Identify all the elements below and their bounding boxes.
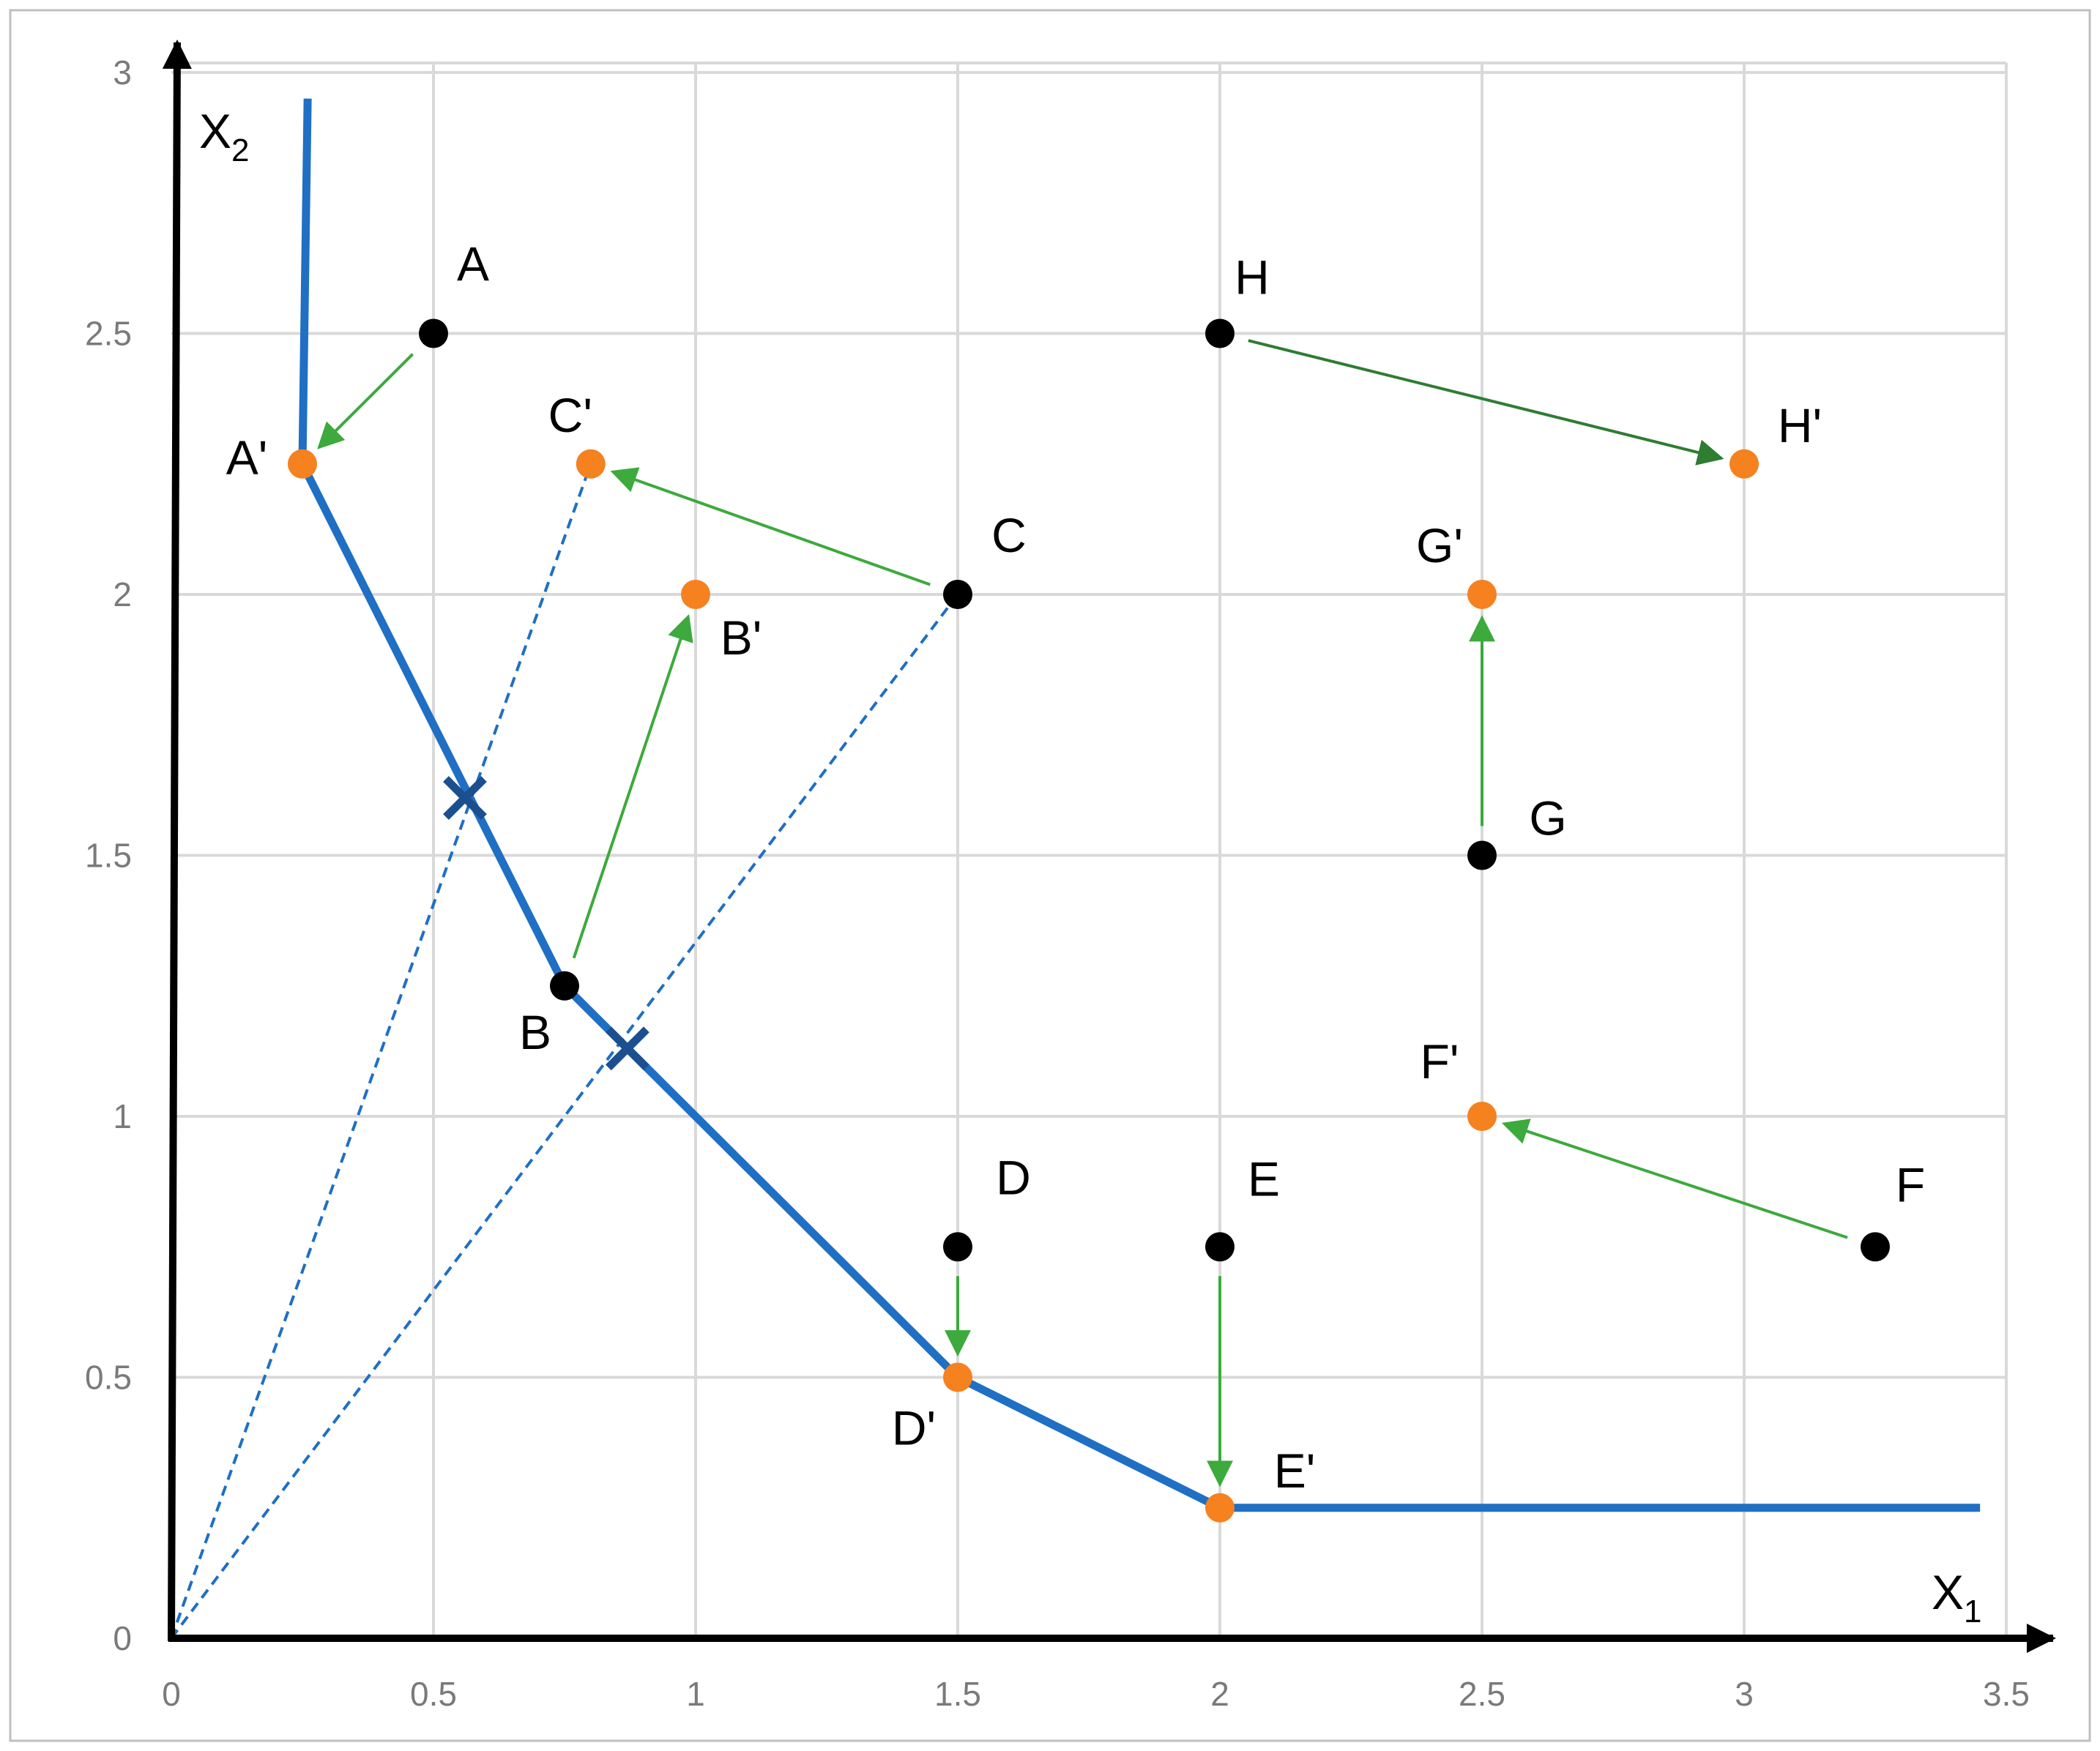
crossing-marker-2 xyxy=(606,1026,649,1071)
y-tick-label: 2.5 xyxy=(85,315,132,353)
point-label-d: D xyxy=(996,1150,1031,1204)
x-tick-label: 2.5 xyxy=(1459,1675,1505,1713)
point-c: C xyxy=(943,508,1027,609)
arrow-a-to-a-prime xyxy=(317,353,414,449)
point-b-prime: B' xyxy=(681,580,762,665)
point-label-b-prime: B' xyxy=(721,611,762,665)
original-point-marker xyxy=(1467,840,1497,870)
arrow-c-to-c-prime xyxy=(610,467,931,586)
point-label-g: G xyxy=(1529,791,1566,845)
tick-labels: 0 0.5 1 1.5 2 2.5 3 3.5 0 0.5 1 1.5 2 2.5 3 xyxy=(85,53,2030,1713)
point-label-h-prime: H' xyxy=(1778,398,1822,452)
point-label-f: F xyxy=(1896,1157,1925,1211)
point-d: D xyxy=(943,1150,1031,1262)
y-tick-label: 1.5 xyxy=(85,837,132,875)
point-b: B xyxy=(519,971,579,1059)
point-g: G xyxy=(1467,791,1567,870)
point-e: E xyxy=(1205,1151,1280,1262)
x-tick-label: 3.5 xyxy=(1983,1675,2030,1713)
point-label-e-prime: E' xyxy=(1274,1444,1316,1498)
y-axis-title: X2 xyxy=(199,104,250,168)
point-c-prime: C' xyxy=(548,388,606,479)
point-d-prime: D' xyxy=(892,1362,972,1455)
projected-point-marker xyxy=(1467,1102,1497,1131)
y-axis-title-sub: 2 xyxy=(231,132,249,168)
x-tick-label: 1.5 xyxy=(934,1675,981,1713)
crossing-stroke xyxy=(443,776,487,820)
y-tick-label: 0 xyxy=(113,1619,132,1657)
ray-line-1 xyxy=(170,463,592,1639)
axes xyxy=(162,40,2056,1653)
x-tick-label: 3 xyxy=(1735,1675,1754,1713)
original-point-marker xyxy=(1205,318,1235,348)
arrow-h-to-h-prime xyxy=(1248,339,1724,466)
x-tick-label: 1 xyxy=(686,1675,705,1713)
original-point-marker xyxy=(419,318,448,348)
point-h: H xyxy=(1205,250,1270,348)
crossing-marker-1 xyxy=(443,776,487,820)
frontier-polyline xyxy=(298,98,1981,1512)
point-h-prime: H' xyxy=(1729,398,1822,479)
point-label-a: A xyxy=(457,237,489,291)
dashed-rays xyxy=(170,463,959,1640)
point-g-prime: G' xyxy=(1416,518,1497,609)
x-axis-title-sub: 1 xyxy=(1964,1594,1981,1629)
x-axis-title-main: X xyxy=(1932,1565,1964,1619)
point-a-prime: A' xyxy=(226,430,317,485)
data-points: A' B' C' D' E' F' G' H' A B C D E F G H xyxy=(226,237,1925,1523)
x-tick-label: 0.5 xyxy=(410,1675,457,1713)
original-point-marker xyxy=(943,580,972,609)
x-tick-label: 2 xyxy=(1210,1675,1229,1713)
arrow-f-to-f-prime xyxy=(1501,1119,1848,1239)
point-label-d-prime: D' xyxy=(892,1401,936,1455)
projected-point-marker xyxy=(1467,580,1497,609)
point-a: A xyxy=(419,237,489,348)
point-label-c: C xyxy=(991,508,1027,562)
original-point-marker xyxy=(1205,1232,1235,1262)
point-e-prime: E' xyxy=(1205,1444,1315,1523)
y-axis-title-main: X xyxy=(199,104,231,158)
point-label-f-prime: F' xyxy=(1421,1034,1459,1089)
point-label-g-prime: G' xyxy=(1416,518,1463,572)
y-tick-label: 0.5 xyxy=(85,1359,132,1397)
projected-point-marker xyxy=(1205,1493,1235,1523)
x-axis-title: X1 xyxy=(1932,1565,1982,1629)
point-label-c-prime: C' xyxy=(548,388,592,442)
chart-frame xyxy=(9,9,2091,1742)
arrow-b-to-b-prime xyxy=(572,613,693,959)
projected-point-marker xyxy=(1729,449,1759,479)
point-f: F xyxy=(1861,1157,1925,1262)
point-f-prime: F' xyxy=(1421,1034,1497,1131)
point-label-h: H xyxy=(1235,250,1270,305)
projected-point-marker xyxy=(288,449,317,479)
original-point-marker xyxy=(550,971,579,1001)
point-label-a-prime: A' xyxy=(226,430,268,485)
y-tick-label: 2 xyxy=(113,575,132,613)
original-point-marker xyxy=(943,1232,972,1262)
y-tick-label: 3 xyxy=(113,53,132,92)
crossing-markers xyxy=(443,776,649,1071)
x-tick-label: 0 xyxy=(162,1675,181,1713)
y-tick-label: 1 xyxy=(113,1097,132,1135)
projected-point-marker xyxy=(943,1362,972,1392)
point-label-b: B xyxy=(519,1005,551,1059)
crossing-stroke xyxy=(606,1026,649,1071)
original-point-marker xyxy=(1861,1232,1890,1262)
point-label-e: E xyxy=(1248,1151,1280,1206)
y-axis-line xyxy=(162,40,192,1642)
projected-point-marker xyxy=(576,449,606,479)
frontier-line xyxy=(298,98,1981,1512)
projected-point-marker xyxy=(681,580,710,609)
projection-arrows xyxy=(317,339,1848,1487)
